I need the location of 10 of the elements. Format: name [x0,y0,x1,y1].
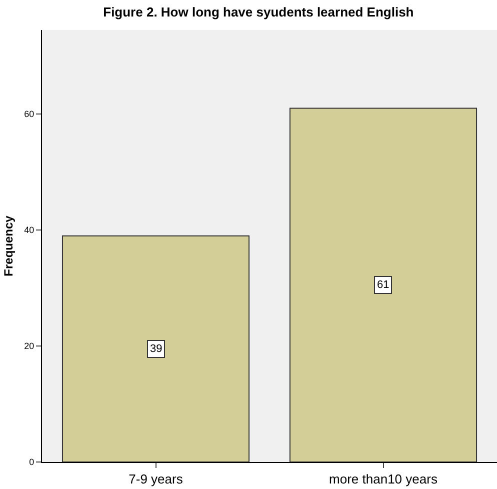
data-label: 39 [150,343,162,355]
y-axis-title: Frequency [1,215,16,276]
chart-title: Figure 2. How long have syudents learned English [103,4,414,20]
x-tick-label: more than10 years [329,472,438,487]
y-tick-label: 60 [24,109,34,120]
data-label: 61 [377,279,390,291]
y-tick-label: 20 [24,341,34,352]
y-tick-label: 40 [24,225,34,236]
y-tick-label: 0 [29,457,34,468]
x-tick-label: 7-9 years [128,472,184,487]
